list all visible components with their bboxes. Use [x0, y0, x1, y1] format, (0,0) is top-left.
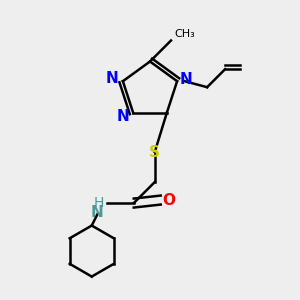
Text: CH₃: CH₃	[174, 29, 195, 39]
Text: N: N	[116, 109, 129, 124]
Text: N: N	[106, 71, 119, 86]
Text: O: O	[162, 193, 175, 208]
Text: N: N	[91, 205, 104, 220]
Text: N: N	[180, 72, 193, 87]
Text: S: S	[149, 145, 160, 160]
Text: H: H	[93, 196, 104, 210]
